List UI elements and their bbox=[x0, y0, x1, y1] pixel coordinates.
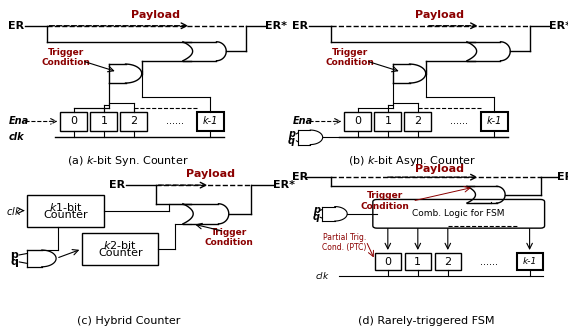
Text: 1: 1 bbox=[101, 117, 107, 126]
Text: ER: ER bbox=[9, 21, 24, 31]
Text: Trigger
Condition: Trigger Condition bbox=[41, 48, 90, 67]
Text: $clk$: $clk$ bbox=[315, 271, 330, 282]
Text: Partial Trig.
Cond. (PTC): Partial Trig. Cond. (PTC) bbox=[322, 233, 366, 252]
Text: ......: ...... bbox=[450, 117, 467, 126]
Bar bbox=[374, 112, 402, 131]
Text: 2: 2 bbox=[444, 257, 452, 267]
Text: q: q bbox=[312, 212, 320, 222]
Text: clk: clk bbox=[9, 131, 24, 141]
Bar bbox=[481, 112, 508, 131]
Text: ER: ER bbox=[109, 180, 126, 190]
Text: $clk$: $clk$ bbox=[6, 205, 22, 216]
Text: Counter: Counter bbox=[98, 248, 143, 258]
Text: Payload: Payload bbox=[186, 169, 235, 179]
Text: (c) Hybrid Counter: (c) Hybrid Counter bbox=[77, 316, 180, 326]
Text: (a) $k$-bit Syn. Counter: (a) $k$-bit Syn. Counter bbox=[68, 154, 189, 168]
Text: $k2$-bit: $k2$-bit bbox=[103, 239, 137, 251]
Text: ER: ER bbox=[293, 172, 308, 182]
Text: Ena: Ena bbox=[293, 116, 312, 125]
Bar bbox=[344, 112, 371, 131]
Bar bbox=[197, 112, 224, 131]
Text: Counter: Counter bbox=[43, 209, 88, 219]
Text: ......: ...... bbox=[480, 257, 498, 267]
Bar bbox=[60, 112, 87, 131]
Text: Trigger
Condition: Trigger Condition bbox=[205, 228, 254, 247]
Text: ER*: ER* bbox=[549, 21, 568, 31]
Bar bbox=[90, 112, 118, 131]
Text: ......: ...... bbox=[166, 117, 183, 126]
Text: ER*: ER* bbox=[557, 172, 568, 182]
Text: ER*: ER* bbox=[265, 21, 287, 31]
Text: (d) Rarely-triggered FSM: (d) Rarely-triggered FSM bbox=[358, 316, 494, 326]
Text: 0: 0 bbox=[385, 257, 391, 267]
Bar bbox=[517, 253, 542, 270]
Text: q: q bbox=[288, 136, 295, 146]
Text: ER: ER bbox=[293, 21, 308, 31]
Text: k-1: k-1 bbox=[202, 117, 218, 126]
Bar bbox=[405, 253, 431, 270]
Bar bbox=[375, 253, 401, 270]
Text: (b) $k$-bit Asyn. Counter: (b) $k$-bit Asyn. Counter bbox=[348, 154, 477, 168]
Text: Payload: Payload bbox=[415, 10, 464, 20]
Text: Comb. Logic for FSM: Comb. Logic for FSM bbox=[412, 209, 505, 218]
Bar bbox=[82, 233, 158, 265]
Text: p: p bbox=[312, 205, 320, 215]
Text: Trigger
Condition: Trigger Condition bbox=[361, 191, 410, 211]
Bar bbox=[404, 112, 432, 131]
Text: Ena: Ena bbox=[9, 116, 28, 125]
Text: Trigger
Condition: Trigger Condition bbox=[325, 48, 374, 67]
Text: q: q bbox=[10, 257, 18, 267]
Bar bbox=[120, 112, 148, 131]
Text: k-1: k-1 bbox=[486, 117, 502, 126]
Text: 2: 2 bbox=[414, 117, 421, 126]
Text: 0: 0 bbox=[354, 117, 361, 126]
Text: 0: 0 bbox=[70, 117, 77, 126]
Text: 1: 1 bbox=[414, 257, 421, 267]
Text: Payload: Payload bbox=[131, 10, 180, 20]
Text: 2: 2 bbox=[130, 117, 137, 126]
Text: Payload: Payload bbox=[415, 164, 464, 174]
Text: $k1$-bit: $k1$-bit bbox=[49, 201, 82, 212]
Text: p: p bbox=[288, 129, 295, 139]
Text: ER*: ER* bbox=[273, 180, 295, 190]
Bar bbox=[27, 195, 104, 226]
Text: k-1: k-1 bbox=[523, 257, 537, 266]
Bar bbox=[435, 253, 461, 270]
Text: 1: 1 bbox=[385, 117, 391, 126]
Text: p: p bbox=[10, 250, 18, 260]
